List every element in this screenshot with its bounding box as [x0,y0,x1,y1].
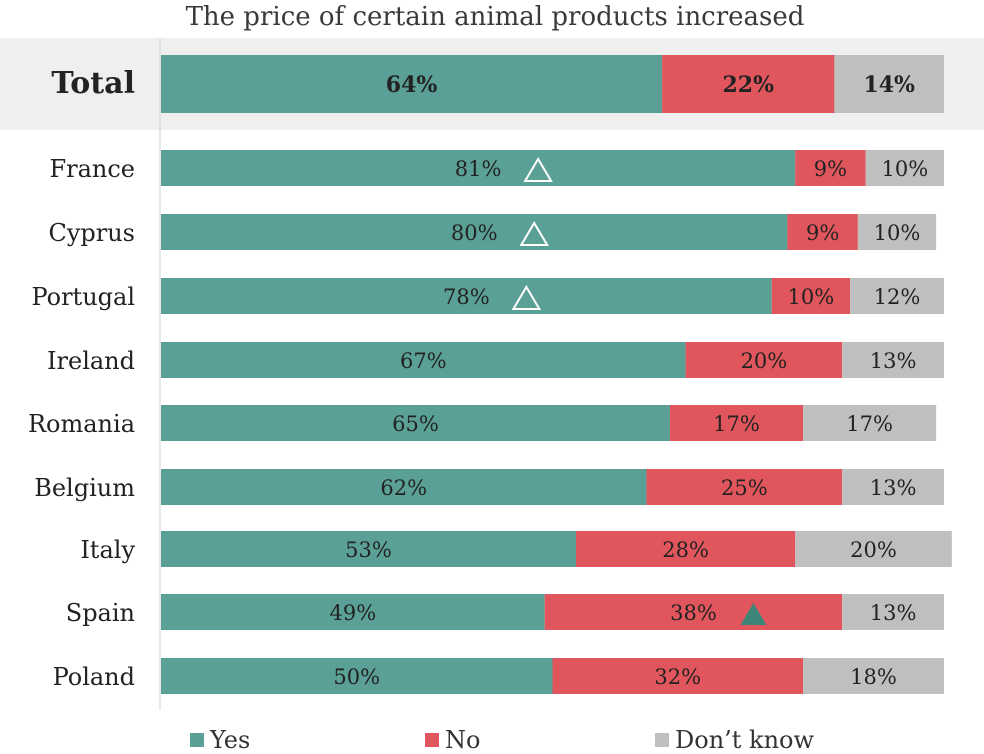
data-label-yes-ireland: 67% [400,349,447,373]
bar-don-t-know-france [865,150,944,186]
legend-label-no: No [445,726,481,754]
data-label-don-t-know-romania: 17% [846,412,893,436]
bar-yes-poland [161,658,553,694]
legend-swatch-yes [190,733,204,747]
data-label-no-spain: 38% [670,601,717,625]
data-label-no-cyprus: 9% [806,221,839,245]
bar-don-t-know-italy [795,531,952,567]
legend-label-don-t-know: Don’t know [675,726,815,754]
data-label-no-france: 9% [814,157,847,181]
data-label-don-t-know-cyprus: 10% [874,221,921,245]
data-label-yes-france: 81% [455,157,502,181]
marker-yes-cyprus-icon [519,221,549,246]
data-label-no-romania: 17% [713,412,760,436]
bar-don-t-know-spain [842,594,944,630]
bar-no-cyprus [787,214,858,250]
bar-yes-portugal [161,278,772,314]
category-label-poland: Poland [53,663,135,691]
data-label-don-t-know-france: 10% [882,157,929,181]
category-label-ireland: Ireland [47,347,135,375]
marker-no-spain-icon [740,603,767,625]
category-label-total: Total [51,66,135,101]
bar-don-t-know-portugal [850,278,944,314]
category-label-italy: Italy [80,536,135,564]
bar-yes-spain [161,594,545,630]
bar-don-t-know-belgium [842,469,944,505]
data-label-no-total: 22% [722,72,774,98]
bar-yes-belgium [161,469,647,505]
marker-yes-france-icon [523,157,553,182]
bar-no-france [795,150,866,186]
data-label-yes-belgium: 62% [380,476,427,500]
bar-no-total [662,55,835,113]
bar-don-t-know-ireland [842,342,944,378]
bar-yes-romania [161,405,670,441]
data-label-don-t-know-poland: 18% [850,665,897,689]
data-label-yes-spain: 49% [329,601,376,625]
data-label-yes-total: 64% [386,72,438,98]
bar-don-t-know-romania [803,405,937,441]
data-label-no-ireland: 20% [741,349,788,373]
legend-swatch-no [425,733,439,747]
bar-no-romania [669,405,804,441]
category-label-romania: Romania [28,410,135,438]
bar-no-italy [575,531,796,567]
legend-swatch-don-t-know [655,733,669,747]
data-label-don-t-know-portugal: 12% [874,285,921,309]
bar-no-belgium [646,469,843,505]
legend-item-don-t-know: Don’t know [655,726,814,754]
bar-yes-cyprus [161,214,788,250]
legend-label-yes: Yes [210,726,251,754]
data-label-yes-italy: 53% [345,538,392,562]
legend-item-no: No [425,726,480,754]
bar-don-t-know-total [834,55,944,113]
data-label-no-italy: 28% [662,538,709,562]
bar-yes-ireland [161,342,686,378]
data-label-no-belgium: 25% [721,476,768,500]
category-label-cyprus: Cyprus [48,219,135,247]
bar-no-spain [544,594,843,630]
category-label-belgium: Belgium [34,474,135,502]
category-label-france: France [49,155,135,183]
data-label-yes-poland: 50% [333,665,380,689]
chart-title: The price of certain animal products inc… [185,2,805,32]
data-label-yes-portugal: 78% [443,285,490,309]
bar-yes-italy [161,531,576,567]
bar-no-poland [552,658,804,694]
bar-don-t-know-poland [803,658,944,694]
data-label-don-t-know-belgium: 13% [870,476,917,500]
data-label-don-t-know-ireland: 13% [870,349,917,373]
data-label-don-t-know-italy: 20% [850,538,897,562]
data-label-yes-cyprus: 80% [451,221,498,245]
data-label-don-t-know-total: 14% [863,72,915,98]
bar-no-ireland [685,342,843,378]
bar-no-portugal [771,278,851,314]
bar-yes-france [161,150,796,186]
category-label-spain: Spain [66,599,135,627]
data-label-don-t-know-spain: 13% [870,601,917,625]
data-label-yes-romania: 65% [392,412,439,436]
data-label-no-poland: 32% [654,665,701,689]
legend-item-yes: Yes [190,726,250,754]
data-label-no-portugal: 10% [788,285,835,309]
bar-don-t-know-cyprus [857,214,937,250]
bar-yes-total [161,55,663,113]
category-label-portugal: Portugal [31,283,135,311]
marker-yes-portugal-icon [511,285,542,310]
